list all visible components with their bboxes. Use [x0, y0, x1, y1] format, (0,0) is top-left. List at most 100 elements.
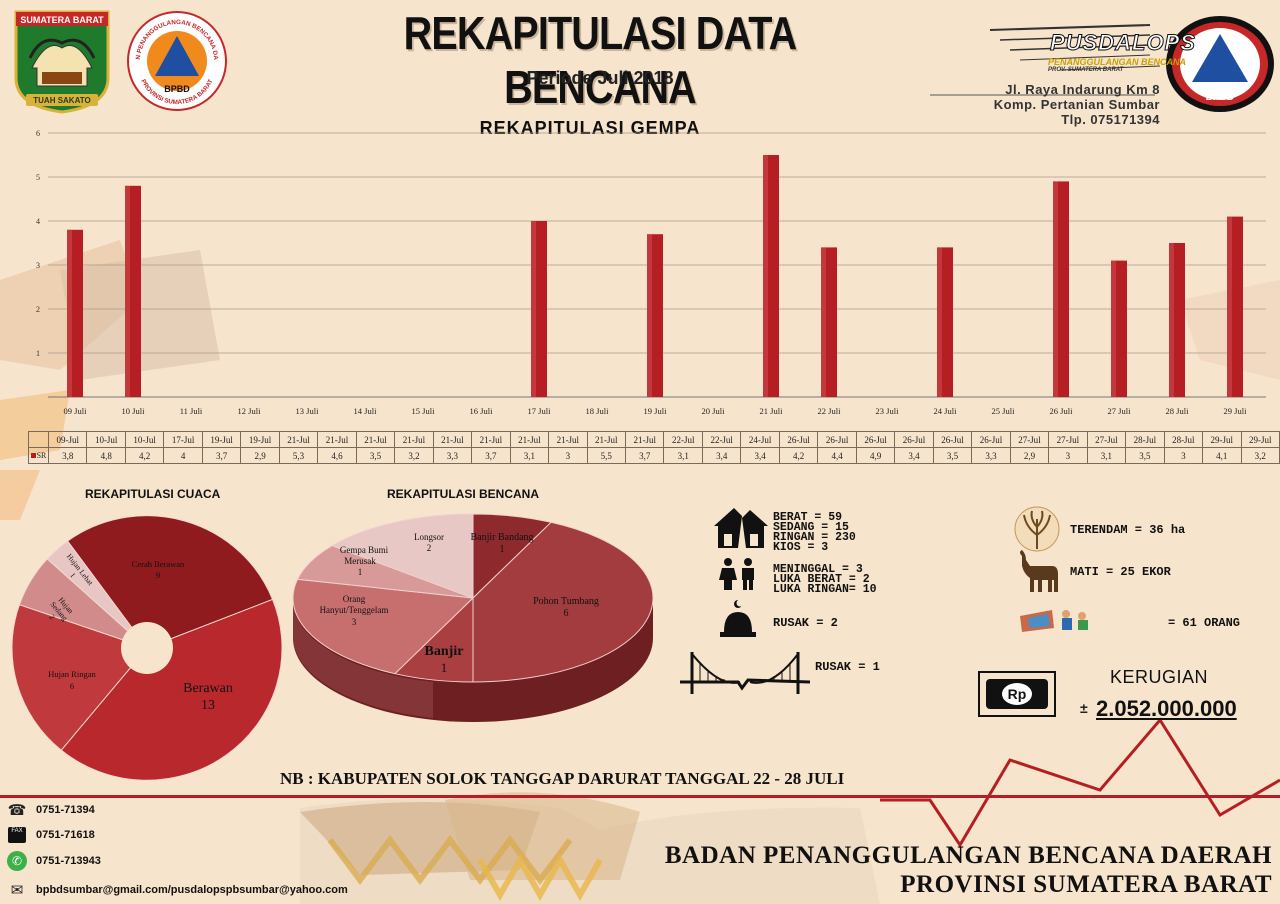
- approx-sign: ±: [1080, 700, 1088, 716]
- slice-label: Pohon Tumbang: [533, 596, 599, 607]
- pusdalops-bpbd-logo: BPBD: [1166, 16, 1274, 112]
- stat-line: BERAT = 59: [773, 511, 843, 524]
- email-icon: ✉: [10, 882, 24, 899]
- evacuee-stat: = 61 ORANG: [1168, 616, 1241, 630]
- evacuee-icon: [1020, 610, 1088, 632]
- table-value-cell: 5,5: [586, 447, 627, 464]
- x-tick-label: 21 Juli: [760, 406, 784, 416]
- org-name: BADAN PENANGGULANGAN BENCANA DAERAH: [664, 842, 1272, 869]
- emergency-note: NB : KABUPATEN SOLOK TANGGAP DARURAT TAN…: [280, 769, 845, 788]
- cuaca-pie-slice: [11, 604, 148, 751]
- people-icon: [719, 558, 754, 590]
- bencana-pie-slice: [292, 578, 475, 675]
- mosque-icon: [720, 599, 756, 637]
- table-header-row: 09-Jul 10-Jul 10-Jul 17-Jul 19-Jul 19-Jul 21-J…: [28, 431, 1280, 448]
- table-value-cell: 3,2: [1240, 447, 1280, 464]
- table-date-cell: 26-Jul: [778, 431, 819, 448]
- donut-hole: [121, 622, 173, 674]
- table-date-cell: 26-Jul: [817, 431, 857, 448]
- table-date-cell: 10-Jul: [124, 431, 165, 448]
- table-value-cell: 3,7: [471, 447, 511, 464]
- x-tick-label: 29 Juli: [1224, 406, 1248, 416]
- gempa-bar-highlight: [647, 234, 652, 397]
- slice-value: 2: [47, 613, 56, 622]
- table-date-cell: 21-Jul: [586, 431, 627, 448]
- table-date-cell: 26-Jul: [894, 431, 934, 448]
- table-date-cell: 19-Jul: [201, 431, 242, 448]
- table-value-cell: 3,5: [355, 447, 396, 464]
- gempa-bar-highlight: [125, 185, 130, 397]
- loss-value: 2.052.000.000: [1096, 696, 1237, 721]
- stat-line: SEDANG = 15: [773, 521, 849, 534]
- contact-fax: FAX 0751-71618: [6, 825, 95, 845]
- gempa-bar-highlight: [763, 155, 768, 397]
- slice-value: 2: [427, 543, 432, 553]
- table-date-cell: 21-Jul: [394, 431, 434, 448]
- phone-number: 0751-71394: [36, 804, 95, 816]
- sumbar-crest-logo: SUMATERA BARAT TUAH SAKATO: [14, 10, 110, 114]
- table-date-cell: 28-Jul: [1125, 431, 1165, 448]
- cuaca-pie-chart: Cerah Berawan 9 Berawan 13 Hujan Ringan …: [11, 515, 283, 781]
- table-date-cell: 10-Jul: [86, 431, 126, 448]
- table-value-cell: 3,1: [509, 447, 550, 464]
- x-tick-label: 26 Juli: [1050, 406, 1074, 416]
- stat-line: KIOS = 3: [773, 541, 829, 554]
- x-tick-label: 10 Juli: [122, 406, 146, 416]
- table-date-cell: 21-Jul: [471, 431, 511, 448]
- y-tick-label: 4: [36, 217, 40, 226]
- y-tick-label: 1: [36, 349, 40, 358]
- gempa-bar-highlight: [531, 221, 536, 397]
- table-date-cell: 22-Jul: [701, 431, 742, 448]
- table-value-cell: 4,2: [124, 447, 165, 464]
- bridge-damage-stat: RUSAK = 1: [815, 660, 880, 674]
- x-tick-label: 15 Juli: [412, 406, 436, 416]
- goat-icon: [1020, 550, 1058, 592]
- svg-text:BPBD: BPBD: [1206, 92, 1234, 103]
- table-value-cell: 3: [548, 447, 588, 464]
- slice-label: Banjir: [425, 644, 464, 659]
- money-icon: Rp: [978, 671, 1056, 717]
- y-tick-label: 2: [36, 305, 40, 314]
- cuaca-pie-slice: [46, 540, 148, 649]
- address-line: Komp. Pertanian Sumbar: [993, 97, 1160, 112]
- table-value-cell: 3,1: [663, 447, 703, 464]
- whatsapp-number: 0751-713943: [36, 855, 101, 867]
- stat-line: MENINGGAL = 3: [773, 563, 863, 576]
- table-date-cell: 26-Jul: [971, 431, 1011, 448]
- slice-value: 9: [156, 570, 160, 580]
- org-province: PROVINSI SUMATERA BARAT: [900, 871, 1272, 898]
- table-value-cell: 4: [163, 447, 203, 464]
- slice-value: 13: [201, 698, 215, 713]
- x-tick-label: 16 Juli: [470, 406, 494, 416]
- slice-label: Berawan: [183, 681, 233, 696]
- slice-value: 1: [500, 544, 505, 555]
- table-date-cell: 19-Jul: [240, 431, 280, 448]
- table-date-cell: 21-Jul: [355, 431, 396, 448]
- table-value-cell: 3: [1048, 447, 1088, 464]
- slice-label: Banjir Bandang: [470, 532, 533, 543]
- slice-label: Longsor: [414, 532, 444, 542]
- x-tick-label: 17 Juli: [528, 406, 552, 416]
- address-line: Jl. Raya Indarung Km 8: [1005, 82, 1160, 97]
- table-value-cell: 4,1: [1202, 447, 1242, 464]
- slice-label: Cerah Berawan: [132, 559, 185, 569]
- x-tick-label: 28 Juli: [1166, 406, 1190, 416]
- page-title: REKAPITULASI DATA BENCANA: [403, 7, 798, 113]
- table-date-cell: 27-Jul: [1048, 431, 1088, 448]
- gempa-bar-highlight: [1169, 243, 1174, 397]
- x-tick-label: 12 Juli: [238, 406, 262, 416]
- gempa-bar-highlight: [1053, 181, 1058, 397]
- x-tick-label: 14 Juli: [354, 406, 378, 416]
- table-date-cell: 26-Jul: [855, 431, 896, 448]
- contact-phone: ☎ 0751-71394: [6, 800, 95, 820]
- gempa-bar-highlight: [67, 229, 72, 397]
- x-tick-label: 20 Juli: [702, 406, 726, 416]
- bpbd-round-logo: BPBD BADAN PENANGGULANGAN BENCANA DAERAH…: [126, 10, 227, 111]
- slice-value: 1: [441, 660, 448, 675]
- table-value-cell: 3,3: [971, 447, 1011, 464]
- table-value-cell: 4,8: [86, 447, 126, 464]
- y-tick-label: 6: [36, 129, 40, 138]
- table-value-cell: 3,8: [47, 447, 88, 464]
- table-date-cell: 28-Jul: [1163, 431, 1204, 448]
- table-date-cell: 21-Jul: [317, 431, 357, 448]
